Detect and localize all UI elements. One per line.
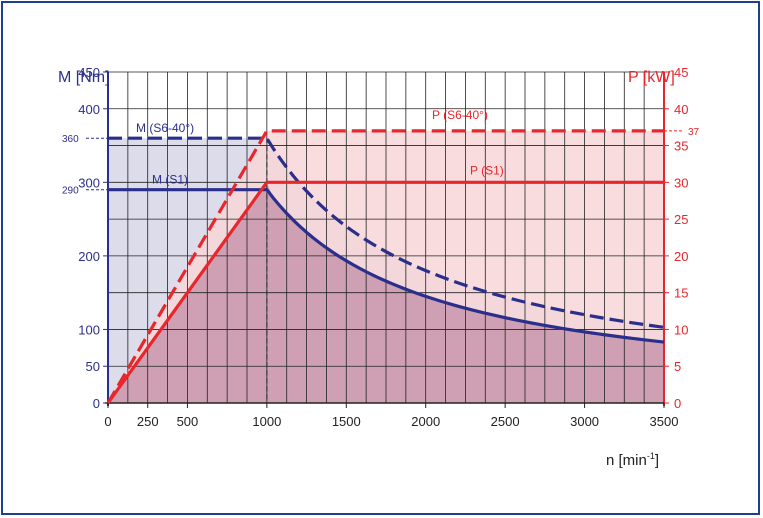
y-right-tick-label: 35 [674,139,688,154]
series-m-s1-line [108,188,665,344]
x-tick-label: 0 [104,414,111,429]
y-left-tick-label: 450 [78,65,100,80]
series-p-s6-line [106,129,664,404]
y-left-tick-label: 200 [78,249,100,264]
marker-290-label: 290 [62,186,79,197]
y-left-tick-label: 50 [86,359,100,374]
x-title-close: ] [655,452,659,469]
y-left-title: M [Nm] [58,69,110,86]
grid [105,71,665,406]
x-tick-label: 250 [137,414,159,429]
y-left-tick-label: 300 [78,175,100,190]
marker-37-label: 37 [688,127,700,138]
x-tick-label: 1000 [252,414,281,429]
y-left-tick-label: 400 [78,102,100,117]
y-right-tick-label: 45 [674,65,688,80]
y-right-tick-label: 30 [674,175,688,190]
x-tick-label: 3500 [650,414,679,429]
series-label-p-s6: P (S6-40°) [432,108,488,122]
y-left-tick-label: 100 [78,322,100,337]
y-right-tick-label: 40 [674,102,688,117]
y-right-tick-label: 0 [674,396,681,411]
series-label-p-s1: P (S1) [470,163,504,177]
y-right-title: P [kW] [628,69,675,86]
y-right-tick-label: 5 [674,359,681,374]
y-right-tick-label: 10 [674,322,688,337]
series-m-s6-line [108,136,665,329]
x-title-sup: -1 [647,451,655,461]
x-title: n [min-1] [606,451,659,469]
y-right-tick-label: 15 [674,286,688,301]
labels: M (S6-40°)M (S1)P (S6-40°)P (S1)05010020… [58,65,700,469]
y-right-tick-label: 20 [674,249,688,264]
marker-360-label: 360 [62,134,79,145]
series-lines [106,129,665,404]
x-tick-label: 2500 [491,414,520,429]
y-left-tick-label: 0 [93,396,100,411]
x-tick-label: 1500 [332,414,361,429]
y-right-tick-label: 25 [674,212,688,227]
x-tick-label: 500 [177,414,199,429]
series-label-m-s1: M (S1) [152,173,188,187]
x-tick-label: 2000 [411,414,440,429]
series-label-m-s6: M (S6-40°) [136,121,194,135]
x-tick-label: 3000 [570,414,599,429]
x-title-main: n [min [606,452,647,469]
series-p-s1-line [106,180,664,404]
